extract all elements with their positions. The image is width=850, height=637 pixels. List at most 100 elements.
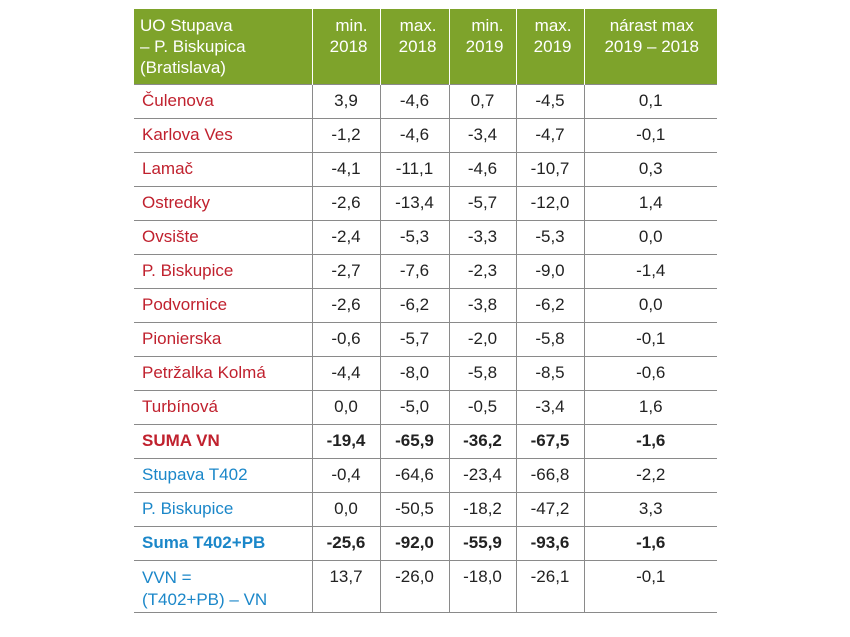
- value-cell: -0,6: [583, 355, 717, 390]
- value-cell: -4,4: [311, 355, 380, 390]
- value-cell: -2,4: [311, 219, 380, 254]
- value-cell: -1,4: [583, 253, 717, 288]
- value-cell: -3,4: [448, 117, 516, 152]
- table-row: Suma T402+PB -25,6 -92,0 -55,9 -93,6 -1,6: [134, 525, 717, 560]
- value-cell: -67,5: [515, 423, 584, 458]
- value-cell: -36,2: [448, 423, 516, 458]
- value-cell: -5,3: [379, 219, 449, 254]
- row-label: Lamač: [134, 151, 312, 186]
- value-cell: 0,3: [583, 151, 717, 186]
- value-cell: 1,4: [583, 185, 717, 220]
- value-cell: 0,0: [311, 491, 380, 526]
- row-label: Čulenova: [134, 83, 312, 118]
- row-label: Karlova Ves: [134, 117, 312, 152]
- table-row: Petržalka Kolmá -4,4 -8,0 -5,8 -8,5 -0,6: [134, 355, 717, 390]
- value-cell: -8,0: [379, 355, 449, 390]
- value-cell: -5,8: [515, 321, 584, 356]
- value-cell: -4,6: [379, 83, 449, 118]
- header-cell-min-2019: min. 2019: [448, 9, 516, 84]
- value-cell: -4,7: [515, 117, 584, 152]
- row-label: Suma T402+PB: [134, 525, 312, 560]
- value-cell: -7,6: [379, 253, 449, 288]
- row-label: VVN = (T402+PB) – VN: [134, 559, 312, 613]
- value-cell: -1,6: [583, 423, 717, 458]
- table-row: SUMA VN -19,4 -65,9 -36,2 -67,5 -1,6: [134, 423, 717, 458]
- value-cell: -2,2: [583, 457, 717, 492]
- value-cell: -65,9: [379, 423, 449, 458]
- value-cell: -4,6: [379, 117, 449, 152]
- value-cell: -55,9: [448, 525, 516, 560]
- value-cell: -47,2: [515, 491, 584, 526]
- table-row: P. Biskupice 0,0 -50,5 -18,2 -47,2 3,3: [134, 491, 717, 526]
- header-cell-min-2018: min. 2018: [311, 9, 380, 84]
- table-row: Turbínová 0,0 -5,0 -0,5 -3,4 1,6: [134, 389, 717, 424]
- value-cell: 1,6: [583, 389, 717, 424]
- value-cell: 0,7: [448, 83, 516, 118]
- value-cell: -0,1: [583, 321, 717, 356]
- value-cell: 3,9: [311, 83, 380, 118]
- value-cell: -3,3: [448, 219, 516, 254]
- header-cell-name: UO Stupava – P. Biskupica (Bratislava): [134, 9, 312, 84]
- row-label: Ovsište: [134, 219, 312, 254]
- row-label: P. Biskupice: [134, 253, 312, 288]
- header-row: UO Stupava – P. Biskupica (Bratislava) min…: [134, 9, 717, 84]
- value-cell: 3,3: [583, 491, 717, 526]
- header-cell-max-2018: max. 2018: [379, 9, 449, 84]
- value-cell: -3,8: [448, 287, 516, 322]
- value-cell: -64,6: [379, 457, 449, 492]
- row-label: Pionierska: [134, 321, 312, 356]
- value-cell: -26,0: [379, 559, 449, 613]
- value-cell: -0,5: [448, 389, 516, 424]
- value-cell: -2,7: [311, 253, 380, 288]
- row-label: Stupava T402: [134, 457, 312, 492]
- value-cell: -6,2: [379, 287, 449, 322]
- row-label: Ostredky: [134, 185, 312, 220]
- header-cell-max-2019: max. 2019: [515, 9, 584, 84]
- table-row: P. Biskupice -2,7 -7,6 -2,3 -9,0 -1,4: [134, 253, 717, 288]
- value-cell: -5,7: [448, 185, 516, 220]
- value-cell: -25,6: [311, 525, 380, 560]
- value-cell: -19,4: [311, 423, 380, 458]
- value-cell: -2,3: [448, 253, 516, 288]
- table-row: Lamač -4,1 -11,1 -4,6 -10,7 0,3: [134, 151, 717, 186]
- value-cell: -5,3: [515, 219, 584, 254]
- data-table: UO Stupava – P. Biskupica (Bratislava) min…: [134, 9, 717, 613]
- table-row: Pionierska -0,6 -5,7 -2,0 -5,8 -0,1: [134, 321, 717, 356]
- table-row: Ostredky -2,6 -13,4 -5,7 -12,0 1,4: [134, 185, 717, 220]
- value-cell: -0,4: [311, 457, 380, 492]
- table-row: Podvornice -2,6 -6,2 -3,8 -6,2 0,0: [134, 287, 717, 322]
- value-cell: -18,2: [448, 491, 516, 526]
- value-cell: -13,4: [379, 185, 449, 220]
- value-cell: -0,1: [583, 559, 717, 613]
- value-cell: -11,1: [379, 151, 449, 186]
- value-cell: -23,4: [448, 457, 516, 492]
- value-cell: 0,0: [311, 389, 380, 424]
- row-label: Turbínová: [134, 389, 312, 424]
- value-cell: 13,7: [311, 559, 380, 613]
- value-cell: -50,5: [379, 491, 449, 526]
- header-cell-increase: nárast max 2019 – 2018: [583, 9, 717, 84]
- value-cell: -3,4: [515, 389, 584, 424]
- value-cell: -92,0: [379, 525, 449, 560]
- table-row: Čulenova 3,9 -4,6 0,7 -4,5 0,1: [134, 83, 717, 118]
- value-cell: -18,0: [448, 559, 516, 613]
- value-cell: -2,0: [448, 321, 516, 356]
- value-cell: -4,6: [448, 151, 516, 186]
- row-label: SUMA VN: [134, 423, 312, 458]
- value-cell: -2,6: [311, 185, 380, 220]
- table-row: Ovsište -2,4 -5,3 -3,3 -5,3 0,0: [134, 219, 717, 254]
- row-label: Petržalka Kolmá: [134, 355, 312, 390]
- row-label: P. Biskupice: [134, 491, 312, 526]
- value-cell: 0,1: [583, 83, 717, 118]
- value-cell: -66,8: [515, 457, 584, 492]
- table-row: Stupava T402 -0,4 -64,6 -23,4 -66,8 -2,2: [134, 457, 717, 492]
- value-cell: -5,8: [448, 355, 516, 390]
- value-cell: -93,6: [515, 525, 584, 560]
- value-cell: -6,2: [515, 287, 584, 322]
- row-label: Podvornice: [134, 287, 312, 322]
- value-cell: -8,5: [515, 355, 584, 390]
- value-cell: -26,1: [515, 559, 584, 613]
- value-cell: -12,0: [515, 185, 584, 220]
- value-cell: -10,7: [515, 151, 584, 186]
- value-cell: -1,2: [311, 117, 380, 152]
